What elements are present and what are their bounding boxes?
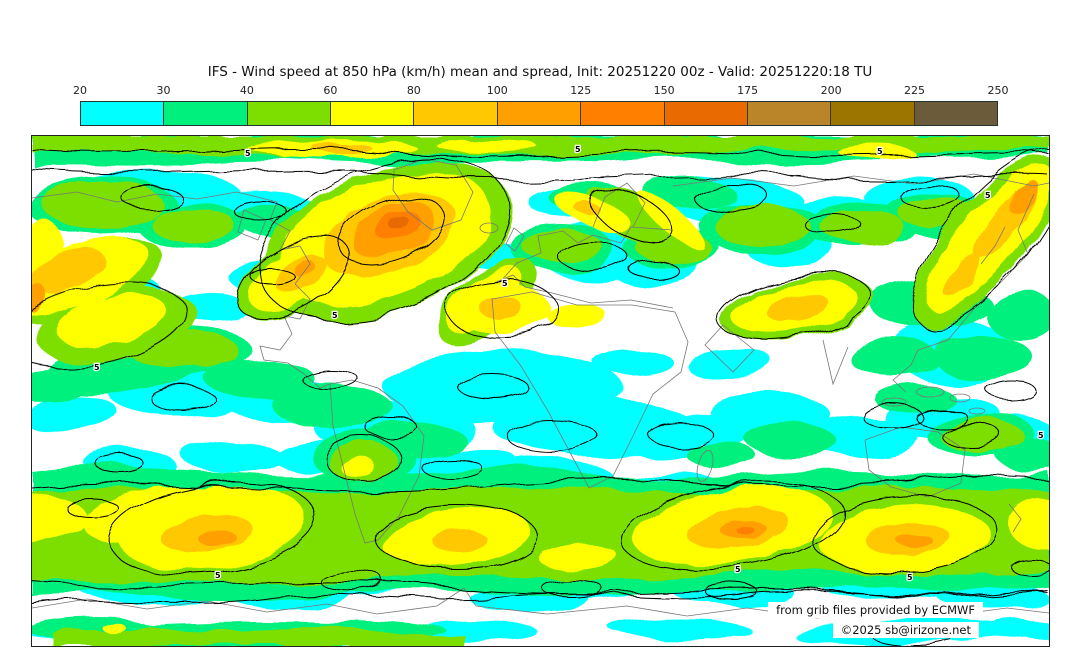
fill-layer-core (389, 216, 409, 230)
map-frame: 5 5 5 5 5 5 5 5 5 5 5 from grib files pr… (31, 135, 1050, 647)
svg-text:5: 5 (877, 147, 883, 156)
colorbar-ticks: 20 30 40 60 80 100 125 150 175 200 225 250 (73, 84, 1009, 98)
colorbar-segment-30-40 (164, 102, 248, 125)
colorbar-segment-20-30 (81, 102, 165, 125)
svg-text:5: 5 (985, 191, 991, 200)
colorbar-tick-150: 150 (653, 84, 675, 97)
chart-title: IFS - Wind speed at 850 hPa (km/h) mean … (207, 64, 873, 80)
colorbar-segment-100-125 (497, 102, 582, 125)
svg-text:5: 5 (332, 311, 338, 320)
colorbar-tick-30: 30 (156, 84, 171, 97)
world-wind-map: 5 5 5 5 5 5 5 5 5 5 5 (32, 136, 1049, 646)
colorbar-segment-175-200 (747, 102, 832, 125)
colorbar-tick-225: 225 (904, 84, 926, 97)
attribution-copyright: ©2025 sb@irizone.net (832, 622, 979, 638)
spread-contour-labels: 5 5 5 5 5 5 5 5 5 5 5 (93, 144, 1045, 583)
svg-text:5: 5 (502, 279, 508, 288)
colorbar-segment-150-175 (664, 102, 748, 125)
colorbar-segment-125-150 (581, 102, 665, 125)
svg-text:5: 5 (94, 363, 100, 372)
spread-contour-layer (32, 147, 1049, 646)
attribution-ecmwf: from grib files provided by ECMWF (768, 602, 983, 618)
colorbar-tick-60: 60 (323, 84, 338, 97)
colorbar-tick-175: 175 (737, 84, 759, 97)
svg-text:5: 5 (575, 145, 581, 154)
colorbar (80, 101, 998, 126)
colorbar-tick-125: 125 (570, 84, 592, 97)
colorbar-tick-100: 100 (486, 84, 508, 97)
colorbar-tick-20: 20 (73, 84, 87, 97)
colorbar-segment-225-250 (914, 102, 997, 125)
colorbar-segment-60-80 (331, 102, 415, 125)
colorbar-segment-80-100 (414, 102, 498, 125)
colorbar-segment-200-225 (831, 102, 915, 125)
svg-text:5: 5 (735, 565, 741, 574)
svg-text:5: 5 (1038, 431, 1044, 440)
colorbar-tick-80: 80 (406, 84, 421, 97)
colorbar-tick-250: 250 (987, 84, 1009, 97)
svg-text:5: 5 (245, 149, 251, 158)
colorbar-segment-40-60 (247, 102, 332, 125)
colorbar-tick-200: 200 (820, 84, 842, 97)
svg-text:5: 5 (907, 573, 913, 582)
colorbar-tick-40: 40 (239, 84, 254, 97)
svg-text:5: 5 (215, 571, 221, 580)
